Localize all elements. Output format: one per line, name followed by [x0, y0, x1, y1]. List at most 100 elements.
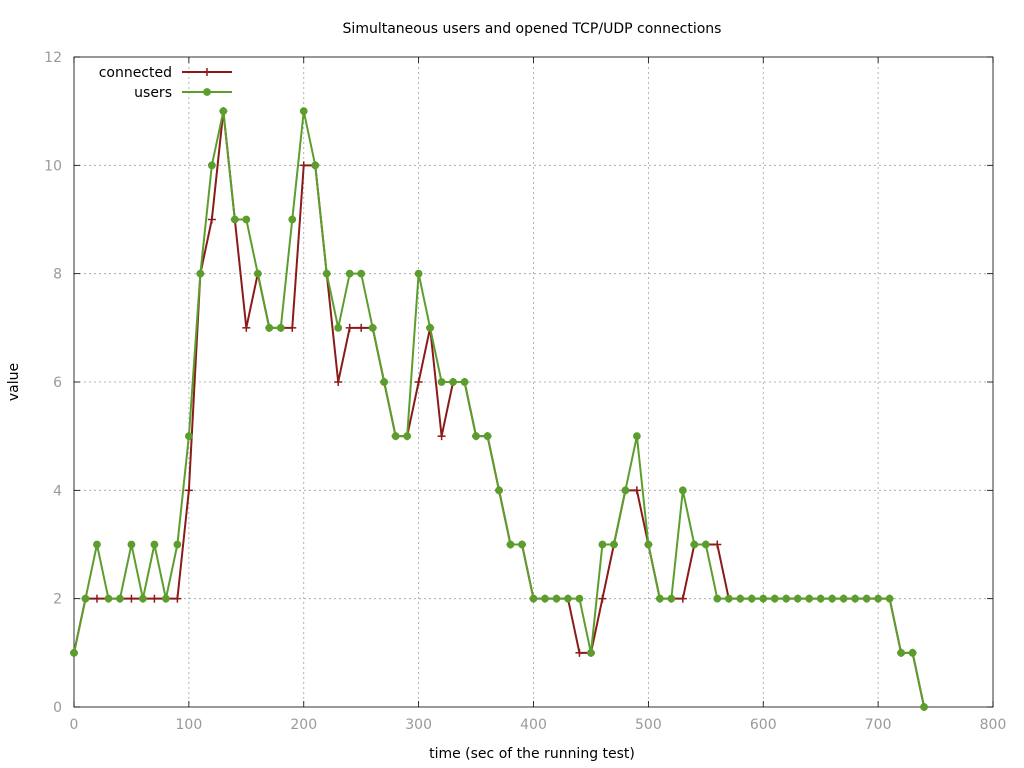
grid — [74, 57, 993, 707]
legend-marker-users — [203, 88, 211, 96]
users-point — [483, 432, 492, 441]
y-tick-label: 6 — [53, 375, 62, 391]
chart-title: Simultaneous users and opened TCP/UDP co… — [343, 21, 722, 37]
x-tick-label: 500 — [635, 717, 662, 733]
connected-series — [70, 107, 929, 711]
connected-point — [334, 378, 343, 386]
y-axis-label: value — [6, 363, 22, 401]
users-point — [196, 269, 205, 278]
axis-ticks: 0 100 200 300 400 500 600 700 800 0 2 4 6 8 10 12 — [44, 50, 1006, 733]
users-point — [368, 323, 377, 332]
users-point — [541, 594, 549, 603]
users-point — [632, 432, 641, 441]
users-point — [334, 323, 343, 332]
users-point — [380, 378, 389, 386]
x-tick-label: 800 — [980, 717, 1007, 733]
users-point — [598, 540, 607, 549]
users-point — [357, 269, 366, 278]
users-point — [839, 594, 848, 603]
connected-point — [345, 323, 354, 332]
connected-point — [299, 161, 308, 170]
users-point — [816, 594, 825, 603]
users-point — [518, 540, 526, 549]
users-point — [678, 486, 687, 495]
users-point — [759, 594, 768, 603]
users-point — [230, 215, 239, 224]
users-point — [805, 594, 814, 603]
users-point — [610, 540, 618, 549]
x-tick-label: 600 — [750, 717, 777, 733]
legend-label-users: users — [134, 85, 172, 101]
users-point — [828, 594, 837, 603]
users-point — [920, 703, 928, 711]
users-point — [311, 161, 320, 170]
users-point — [644, 540, 653, 549]
users-point — [184, 432, 193, 441]
users-point — [150, 540, 159, 549]
x-tick-label: 300 — [405, 717, 432, 733]
users-point — [414, 269, 423, 278]
x-tick-label: 0 — [70, 717, 79, 733]
users-point — [897, 648, 905, 657]
connected-point — [598, 594, 607, 603]
users-point — [472, 432, 480, 441]
users-point — [908, 648, 917, 657]
connected-point — [92, 594, 101, 603]
connected-point — [414, 378, 423, 386]
users-point — [253, 269, 262, 278]
connected-point — [173, 594, 182, 603]
users-point — [116, 594, 124, 603]
users-point — [139, 594, 147, 603]
users-point — [713, 594, 722, 603]
y-tick-label: 8 — [53, 267, 62, 283]
y-tick-label: 12 — [44, 50, 62, 66]
users-point — [736, 594, 745, 603]
users-point — [529, 594, 538, 603]
users-point — [322, 269, 331, 278]
legend: connected users — [99, 65, 232, 101]
users-point — [207, 161, 216, 170]
users-point — [127, 540, 136, 549]
connected-point — [575, 648, 584, 657]
users-point — [862, 594, 871, 603]
users-series — [70, 107, 928, 711]
users-point — [575, 594, 584, 603]
users-point — [874, 594, 883, 603]
users-point — [93, 540, 101, 549]
users-point — [506, 540, 515, 549]
users-point — [851, 594, 860, 603]
series-group — [70, 107, 929, 711]
y-tick-label: 2 — [53, 592, 62, 608]
users-point — [587, 648, 595, 657]
x-tick-label: 700 — [865, 717, 892, 733]
users-point — [621, 486, 630, 495]
legend-label-connected: connected — [99, 65, 172, 81]
users-point — [299, 107, 308, 116]
users-point — [701, 540, 710, 549]
users-point — [564, 594, 572, 603]
users-point — [495, 486, 503, 495]
users-point — [793, 594, 802, 603]
x-tick-label: 200 — [290, 717, 317, 733]
users-point — [276, 323, 285, 332]
users-point — [655, 594, 664, 603]
users-point — [747, 594, 756, 603]
users-point — [460, 378, 469, 386]
users-point — [70, 648, 78, 657]
connected-point — [207, 215, 216, 224]
users-point — [104, 594, 113, 603]
users-point — [345, 269, 354, 278]
x-tick-label: 100 — [176, 717, 203, 733]
users-point — [173, 540, 182, 549]
users-point — [552, 594, 561, 603]
connected-point — [632, 486, 641, 495]
users-point — [690, 540, 699, 549]
users-point — [667, 594, 676, 603]
connected-point — [357, 323, 366, 332]
users-point — [81, 594, 90, 603]
connected-point — [127, 594, 136, 603]
users-point — [437, 378, 446, 386]
users-point — [782, 594, 791, 603]
connected-point — [713, 540, 722, 549]
